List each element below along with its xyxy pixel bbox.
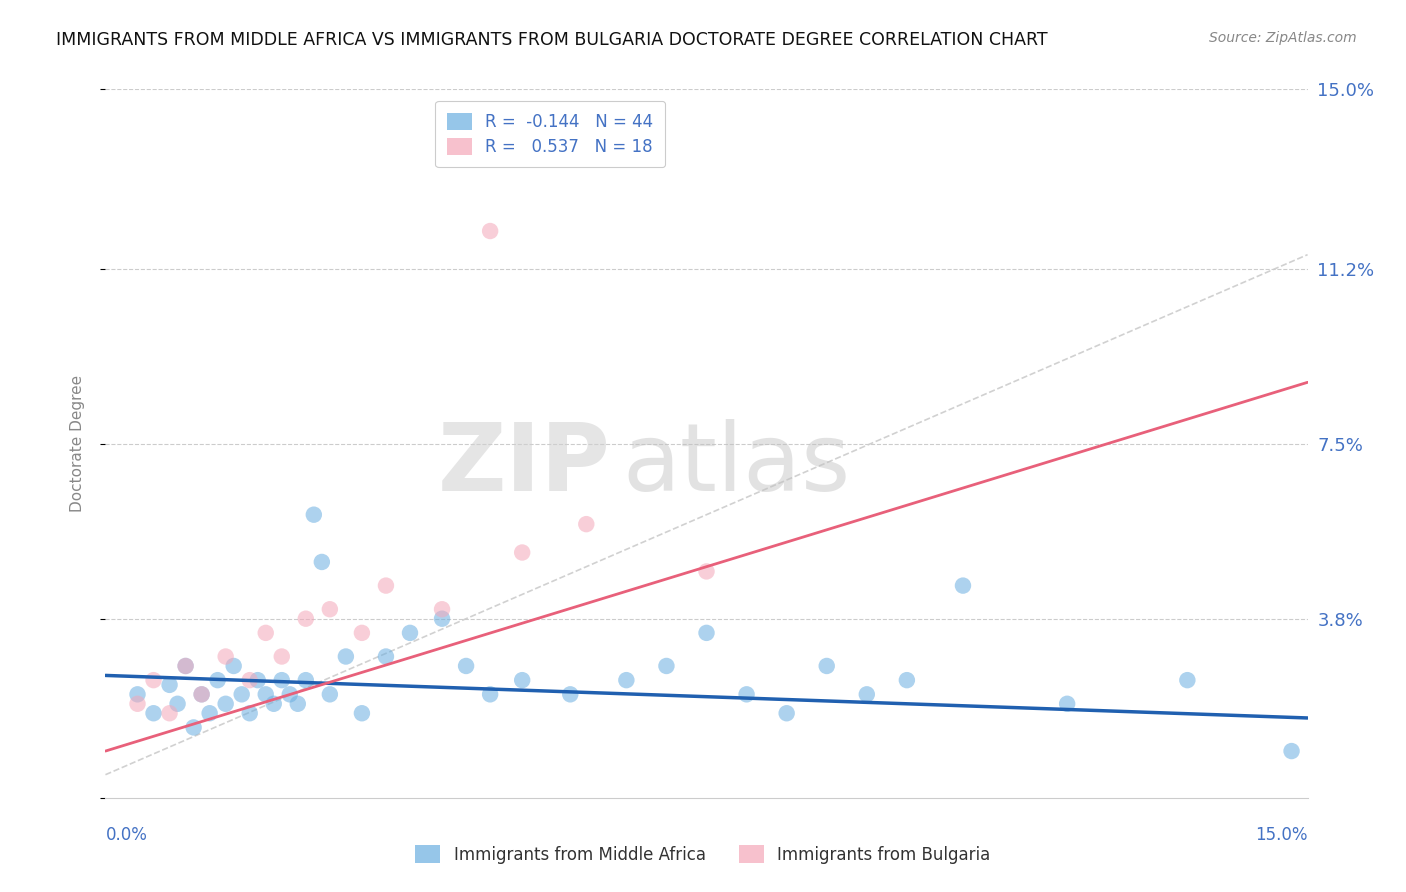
Point — [142, 673, 165, 687]
Point — [254, 625, 277, 640]
Point — [655, 659, 678, 673]
Point — [616, 673, 638, 687]
Point — [287, 697, 309, 711]
Point — [510, 545, 533, 559]
Point — [479, 687, 502, 701]
Point — [190, 687, 212, 701]
Text: IMMIGRANTS FROM MIDDLE AFRICA VS IMMIGRANTS FROM BULGARIA DOCTORATE DEGREE CORRE: IMMIGRANTS FROM MIDDLE AFRICA VS IMMIGRA… — [56, 31, 1047, 49]
Point — [1177, 673, 1199, 687]
Point — [214, 697, 236, 711]
Point — [174, 659, 197, 673]
Legend: Immigrants from Middle Africa, Immigrants from Bulgaria: Immigrants from Middle Africa, Immigrant… — [409, 838, 997, 871]
Point — [399, 625, 422, 640]
Legend: R =  -0.144   N = 44, R =   0.537   N = 18: R = -0.144 N = 44, R = 0.537 N = 18 — [436, 101, 665, 168]
Y-axis label: Doctorate Degree: Doctorate Degree — [70, 376, 84, 512]
Text: ZIP: ZIP — [437, 419, 610, 511]
Point — [127, 687, 149, 701]
Point — [735, 687, 758, 701]
Point — [239, 706, 262, 721]
Point — [231, 687, 253, 701]
Point — [127, 697, 149, 711]
Point — [350, 706, 373, 721]
Point — [374, 578, 398, 592]
Point — [1056, 697, 1078, 711]
Point — [560, 687, 582, 701]
Point — [246, 673, 269, 687]
Point — [239, 673, 262, 687]
Point — [952, 578, 974, 592]
Point — [319, 687, 342, 701]
Point — [222, 659, 245, 673]
Point — [430, 602, 453, 616]
Point — [263, 697, 285, 711]
Point — [142, 706, 165, 721]
Point — [270, 649, 292, 664]
Point — [335, 649, 357, 664]
Point — [855, 687, 877, 701]
Point — [1281, 744, 1303, 758]
Point — [214, 649, 236, 664]
Point — [198, 706, 221, 721]
Point — [270, 673, 292, 687]
Point — [295, 612, 318, 626]
Text: atlas: atlas — [623, 419, 851, 511]
Point — [190, 687, 212, 701]
Text: 15.0%: 15.0% — [1256, 826, 1308, 844]
Point — [374, 649, 398, 664]
Point — [696, 625, 718, 640]
Point — [319, 602, 342, 616]
Point — [430, 612, 453, 626]
Point — [295, 673, 318, 687]
Point — [302, 508, 325, 522]
Point — [510, 673, 533, 687]
Point — [896, 673, 918, 687]
Text: Source: ZipAtlas.com: Source: ZipAtlas.com — [1209, 31, 1357, 45]
Point — [159, 678, 181, 692]
Point — [454, 659, 477, 673]
Point — [350, 625, 373, 640]
Point — [776, 706, 799, 721]
Point — [183, 721, 205, 735]
Text: 0.0%: 0.0% — [105, 826, 148, 844]
Point — [311, 555, 333, 569]
Point — [815, 659, 838, 673]
Point — [174, 659, 197, 673]
Point — [479, 224, 502, 238]
Point — [696, 565, 718, 579]
Point — [575, 517, 598, 532]
Point — [278, 687, 301, 701]
Point — [207, 673, 229, 687]
Point — [166, 697, 188, 711]
Point — [159, 706, 181, 721]
Point — [254, 687, 277, 701]
